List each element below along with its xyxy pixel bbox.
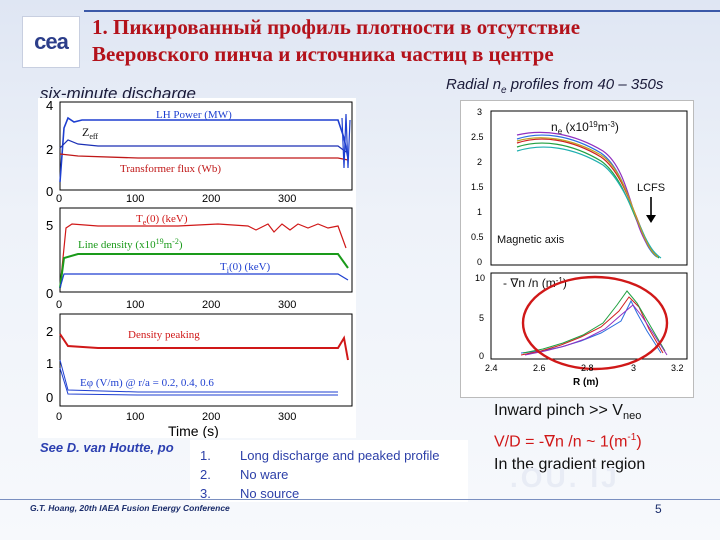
grad-xtick-2.6: 2.6	[533, 363, 546, 373]
ti-label: Ti(0) (keV)	[220, 261, 271, 275]
summary-list-box: 1. Long discharge and peaked profile 2. No…	[190, 440, 468, 502]
panel1-spike	[341, 113, 351, 169]
ne-profile-6	[516, 137, 659, 258]
panel1-xtick-300: 300	[278, 193, 296, 205]
panel2-xtick-300: 300	[278, 299, 296, 311]
panel1-xtick-100: 100	[126, 193, 144, 205]
page-number: 5	[655, 502, 662, 516]
lcfs-arrow-head	[646, 215, 656, 223]
e-phi-label: Eφ (V/m) @ r/a = 0.2, 0.4, 0.6	[80, 377, 214, 389]
right-figure-title: Radial ne profiles from 40 – 350s	[446, 76, 664, 96]
panel1-ytick-4: 4	[46, 98, 53, 113]
ne-ytick-0: 0	[477, 257, 482, 267]
list-item: 2. No ware	[200, 467, 289, 482]
zeff-label: Zeff	[82, 125, 98, 141]
ne-ytick-2: 2	[477, 157, 482, 167]
left-figure: 4 2 0 LH Power (MW) Zeff Transformer flu…	[38, 98, 356, 438]
grad-xtick-3.2: 3.2	[671, 363, 684, 373]
te-label: Te(0) (keV)	[136, 213, 188, 227]
panel2-frame	[59, 207, 353, 293]
lh-power-trace	[59, 116, 349, 183]
grad-label: - ∇n /n (m-1)	[503, 276, 567, 290]
gradient-region-highlight	[521, 275, 669, 371]
grad-profile-3	[522, 290, 666, 354]
lcfs-label: LCFS	[637, 182, 665, 194]
ne-ytick-1.5: 1.5	[471, 182, 484, 192]
zeff-trace	[59, 139, 347, 153]
grad-xtick-3: 3	[631, 363, 636, 373]
grad-profile-4	[524, 304, 668, 356]
grad-xtick-2.8: 2.8	[581, 363, 594, 373]
grad-profile-bundle	[520, 290, 668, 356]
footer-rule	[0, 499, 720, 500]
grad-xtick-2.4: 2.4	[485, 363, 498, 373]
reference-note: See D. van Houtte, po	[40, 440, 174, 455]
ne-profile-bundle	[516, 131, 662, 259]
e-phi-trace-2	[59, 367, 338, 396]
e-phi-trace-1	[59, 359, 338, 393]
list-item: 3. No source	[200, 486, 300, 501]
list-item: 1. Long discharge and peaked profile	[200, 448, 440, 463]
ti-trace	[59, 273, 349, 289]
ghost-watermark: .OU. IJ	[510, 462, 620, 493]
pinch-line-2: V/D = -∇n /n ~ 1(m-1)	[494, 432, 642, 451]
r-axis-label: R (m)	[573, 377, 599, 388]
ne-ytick-1: 1	[477, 207, 482, 217]
grad-ytick-5: 5	[479, 313, 484, 323]
logo-text: cea	[34, 29, 69, 54]
panel3-xtick-0: 0	[56, 411, 62, 423]
panel2-xtick-0: 0	[56, 299, 62, 311]
flux-label: Transformer flux (Wb)	[120, 163, 221, 175]
panel1-ytick-0: 0	[46, 184, 53, 199]
panel2-ytick-0: 0	[46, 286, 53, 301]
panel3-xtick-200: 200	[202, 411, 220, 423]
panel3-ytick-2: 2	[46, 324, 53, 339]
line-density-trace	[59, 253, 349, 289]
density-peaking-label: Density peaking	[128, 329, 200, 341]
footer-credit: G.T. Hoang, 20th IAEA Fusion Energy Conf…	[30, 503, 230, 513]
lh-power-label: LH Power (MW)	[156, 109, 232, 121]
pinch-line-3: In the gradient region	[494, 455, 646, 473]
panel3-xtick-100: 100	[126, 411, 144, 423]
title-line-1: 1. Пикированный профиль плотности в отсу…	[92, 15, 581, 39]
flux-trace	[59, 153, 349, 161]
right-figure: 3 2.5 2 1.5 1 0.5 0 ne (x1019m-3) LCFS M…	[460, 100, 694, 398]
ne-label: ne (x1019m-3)	[551, 120, 619, 136]
time-axis-label: Time (s)	[168, 423, 219, 438]
panel3-xtick-300: 300	[278, 411, 296, 423]
panel3-ytick-0: 0	[46, 390, 53, 405]
line-density-label: Line density (x1019m-2)	[78, 237, 183, 251]
title-line-2: Вееровского пинча и источника частиц в ц…	[92, 42, 554, 66]
ne-ytick-3: 3	[477, 107, 482, 117]
slide-title: 1. Пикированный профиль плотности в отсу…	[92, 14, 682, 68]
grad-ytick-10: 10	[475, 273, 485, 283]
magnetic-axis-label: Magnetic axis	[497, 234, 565, 246]
pinch-line-1: Inward pinch >> Vneo	[494, 402, 642, 423]
ne-ytick-0.5: 0.5	[471, 232, 484, 242]
title-rule	[84, 10, 720, 12]
density-peaking-trace	[59, 333, 349, 361]
panel2-ytick-5: 5	[46, 218, 53, 233]
grad-plot-frame	[490, 272, 688, 360]
panel2-xtick-100: 100	[126, 299, 144, 311]
grad-ytick-0: 0	[479, 351, 484, 361]
panel1-xtick-0: 0	[56, 193, 62, 205]
panel1-frame	[59, 101, 353, 191]
panel1-xtick-200: 200	[202, 193, 220, 205]
ne-plot-frame	[490, 110, 688, 266]
summary-list: 1. Long discharge and peaked profile 2. No…	[190, 440, 468, 503]
cea-logo: cea	[22, 16, 80, 68]
ne-profile-4	[516, 131, 658, 257]
panel3-ytick-1: 1	[46, 356, 53, 371]
grad-profile-2	[520, 296, 664, 356]
te-trace	[59, 223, 347, 289]
panel1-ytick-2: 2	[46, 142, 53, 157]
ne-profile-5	[516, 146, 662, 259]
ne-ytick-2.5: 2.5	[471, 132, 484, 142]
panel2-xtick-200: 200	[202, 299, 220, 311]
pinch-summary: Inward pinch >> Vneo V/D = -∇n /n ~ 1(m-…	[494, 400, 694, 476]
